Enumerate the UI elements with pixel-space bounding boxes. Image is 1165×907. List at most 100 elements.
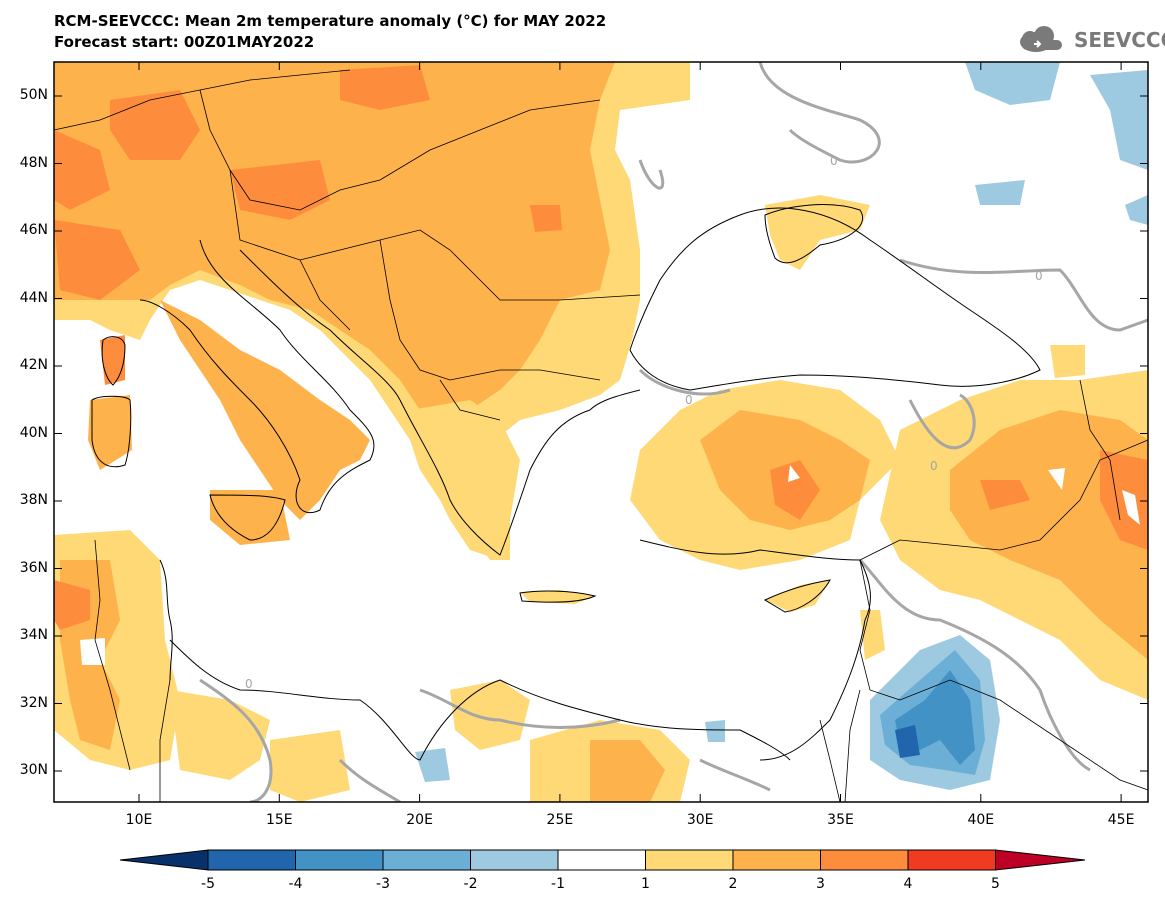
border-11	[159, 679, 171, 802]
coastline-crete	[519, 590, 597, 603]
anomaly-region-poland	[340, 65, 430, 110]
lon-tick-label: 45E	[1107, 812, 1135, 828]
lon-tick-label: 25E	[546, 812, 574, 828]
coastline-tunisia	[159, 559, 173, 681]
border-6	[299, 259, 351, 331]
forecast-start-label: Forecast start: 00Z01MAY2022	[54, 33, 315, 51]
coastline-north-africa	[169, 639, 791, 761]
anomaly-hole-tunisia	[80, 638, 105, 665]
lon-tick-label: 30E	[686, 812, 714, 828]
lat-tick-label: 30N	[19, 762, 48, 778]
zero-label-4: 0	[930, 459, 938, 473]
lon-tick-label: 35E	[827, 812, 854, 828]
anomaly-region-crimea	[765, 195, 870, 270]
zero-contour-russia	[758, 62, 881, 164]
coastline-anatolia-south	[639, 539, 871, 621]
colorbar-extend-low	[119, 849, 209, 871]
border-5	[439, 379, 501, 421]
coastline-sicily	[209, 494, 286, 541]
colorbar-tick-label: 5	[991, 876, 1000, 892]
coastline-adriatic	[239, 249, 401, 401]
coastline-levant	[759, 619, 866, 761]
colorbar-tick-label: -2	[463, 876, 478, 892]
zero-contours	[199, 62, 1148, 802]
anomaly-region-libya-cold	[415, 748, 450, 782]
border-13	[1079, 379, 1121, 521]
lat-tick-label: 38N	[19, 492, 48, 508]
zero-contour-libya	[419, 688, 621, 729]
anomaly-region-austria	[230, 160, 330, 220]
zero-label-2: 0	[1035, 269, 1043, 283]
colorbar-bin	[907, 849, 996, 871]
anomaly-region-jordan-cold4	[895, 725, 920, 758]
zero-contour-libya-west	[199, 678, 273, 802]
border-2	[199, 89, 601, 211]
border-10	[94, 539, 131, 771]
coastline-italy	[139, 239, 375, 514]
border-9	[844, 689, 861, 802]
anomaly-region-kurd-hot	[1100, 450, 1148, 550]
border-4	[379, 239, 601, 381]
anomaly-region-corsica	[100, 335, 125, 385]
zero-label-5: 0	[245, 677, 253, 691]
cloud-icon	[1020, 26, 1062, 52]
zero-contour-ukraine	[638, 159, 665, 190]
colorbar-bin	[732, 849, 821, 871]
anomaly-region-russia-cold4	[1125, 195, 1148, 225]
anomaly-region-anatolia-hot	[770, 460, 820, 520]
lat-tick-label: 48N	[19, 154, 48, 171]
anomaly-region-greece	[410, 400, 520, 560]
lat-tick-label: 50N	[19, 87, 48, 103]
lat-tick-label: 44N	[19, 289, 48, 306]
anomaly-region-east-core	[950, 410, 1148, 660]
anomaly-field: 0 0 0 0 0	[54, 62, 1148, 802]
colorbar-bin	[207, 849, 296, 871]
anomaly-region-libya-mid	[270, 730, 350, 802]
zero-contour-turkey-north	[638, 368, 731, 396]
anomaly-region-lebanon	[860, 610, 885, 660]
coastline-sardinia	[91, 395, 132, 468]
coastline-black-sea	[629, 207, 1041, 391]
lat-tick-label: 32N	[19, 694, 48, 711]
lat-tick-label: 42N	[19, 357, 48, 373]
lat-tick-label: 46N	[19, 222, 48, 238]
colorbar-extend-high	[995, 849, 1086, 871]
logo-text: SEEVCCC	[1074, 28, 1165, 52]
anomaly-region-libya-west	[170, 690, 270, 780]
zero-contour-south-russia	[899, 258, 1148, 332]
colorbar-tick-label: -5	[201, 876, 215, 892]
lon-tick-label: 20E	[406, 812, 433, 828]
colorbar-bin	[382, 849, 471, 871]
anomaly-region-europe-core	[54, 62, 615, 430]
colorbar-tick-label: 4	[903, 876, 913, 892]
anomaly-region-romania	[530, 205, 562, 232]
zero-contour-sahara	[338, 758, 401, 802]
colorbar-tick-label: -1	[551, 876, 565, 892]
lon-tick-label: 40E	[967, 812, 995, 828]
anomaly-region-russia-cold1	[965, 62, 1060, 105]
lat-tick-label: 36N	[19, 559, 48, 576]
coastline-cyprus	[763, 579, 831, 613]
colorbar-bin	[645, 849, 734, 871]
anomaly-region-libya-east	[450, 680, 530, 750]
map-title: RCM-SEEVCCC: Mean 2m temperature anomaly…	[54, 12, 607, 30]
zero-contour-egypt	[699, 758, 771, 792]
axis-ticks	[54, 62, 1148, 802]
coastline-corsica	[101, 336, 126, 386]
anomaly-region-italy	[160, 300, 370, 520]
anomaly-region-algeria-hot	[54, 580, 90, 630]
colorbar	[119, 849, 1086, 871]
colorbar-tick-label: -3	[376, 876, 390, 892]
zero-label-1: 0	[830, 154, 838, 168]
coastline-crimea	[764, 204, 863, 264]
colorbar-bin	[470, 849, 559, 871]
anomaly-hole-east	[1048, 468, 1065, 490]
anomaly-region-east-hot	[980, 480, 1030, 510]
colorbar-tick-label: 3	[816, 876, 825, 892]
lat-tick-label: 34N	[19, 627, 48, 643]
colorbar-tick-label: 1	[641, 876, 650, 892]
anomaly-region-alps	[110, 90, 200, 160]
border-3	[229, 169, 641, 301]
anomaly-region-france	[54, 130, 110, 210]
